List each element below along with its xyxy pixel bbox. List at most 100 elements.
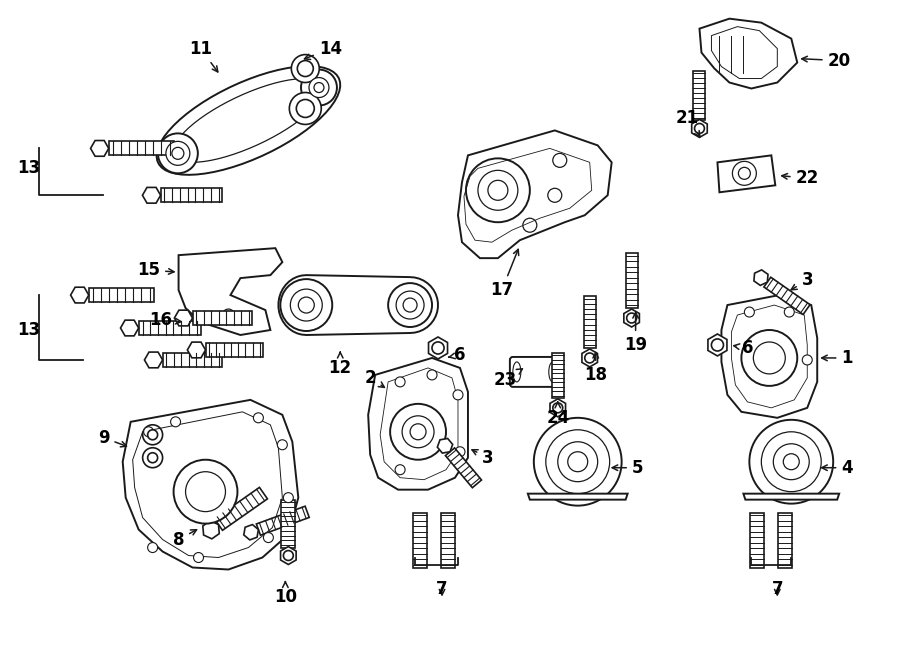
Circle shape [284,492,293,502]
Polygon shape [582,349,598,367]
Polygon shape [692,120,707,137]
Polygon shape [437,438,453,453]
Polygon shape [122,400,298,570]
Polygon shape [139,321,201,335]
Circle shape [750,420,833,504]
Text: 13: 13 [17,159,40,177]
Polygon shape [142,188,160,203]
Text: 24: 24 [546,403,570,427]
Polygon shape [175,310,193,326]
Text: 9: 9 [98,429,127,447]
Text: 13: 13 [17,321,40,339]
Polygon shape [214,487,267,530]
Text: 19: 19 [624,313,647,354]
Circle shape [568,451,588,472]
Circle shape [548,188,562,202]
Circle shape [148,543,157,553]
Circle shape [545,430,609,494]
Circle shape [171,417,181,427]
Circle shape [744,307,754,317]
Polygon shape [109,141,174,155]
Circle shape [773,444,809,480]
Circle shape [427,370,437,380]
Polygon shape [764,277,810,315]
Text: 21: 21 [676,110,700,137]
Ellipse shape [513,362,521,382]
Polygon shape [193,311,252,325]
Text: 7: 7 [436,580,448,598]
Polygon shape [754,270,768,286]
Circle shape [761,432,821,492]
Circle shape [626,313,636,323]
Circle shape [148,430,157,440]
Circle shape [534,418,622,506]
Polygon shape [441,513,455,568]
Circle shape [466,159,530,222]
Polygon shape [160,188,222,202]
Circle shape [523,218,536,232]
Polygon shape [157,66,340,175]
Polygon shape [91,141,109,156]
Polygon shape [624,309,639,327]
Circle shape [553,153,567,167]
Polygon shape [626,253,637,308]
Circle shape [281,279,332,331]
Polygon shape [205,343,264,357]
Polygon shape [163,353,222,367]
Polygon shape [717,155,775,192]
Circle shape [802,355,812,365]
Circle shape [296,100,314,118]
Circle shape [402,416,434,447]
Text: 15: 15 [137,261,174,279]
Circle shape [395,465,405,475]
Polygon shape [244,525,258,540]
Polygon shape [743,494,839,500]
Circle shape [297,61,313,77]
Ellipse shape [549,362,557,382]
Text: 12: 12 [328,352,352,377]
Polygon shape [722,295,817,418]
Circle shape [396,291,424,319]
Circle shape [453,390,463,400]
Text: 8: 8 [173,529,196,549]
Text: 11: 11 [189,40,218,72]
Circle shape [488,180,508,200]
Polygon shape [778,513,792,568]
Text: 2: 2 [364,369,384,387]
Polygon shape [202,521,220,539]
Circle shape [185,472,226,512]
Polygon shape [89,288,154,302]
Circle shape [277,440,287,449]
Text: 6: 6 [734,339,753,357]
Circle shape [783,453,799,470]
Circle shape [388,283,432,327]
Polygon shape [368,358,468,490]
Circle shape [455,447,465,457]
Circle shape [142,447,163,468]
Polygon shape [527,494,627,500]
Circle shape [222,309,235,321]
Polygon shape [178,248,283,335]
Text: 10: 10 [274,582,297,606]
Text: 17: 17 [491,249,518,299]
Circle shape [585,353,595,363]
Text: 23: 23 [493,369,523,389]
Circle shape [753,342,786,374]
Circle shape [292,55,320,83]
Circle shape [172,147,184,159]
Polygon shape [446,448,482,488]
FancyBboxPatch shape [510,357,560,387]
Circle shape [174,460,238,524]
Polygon shape [413,513,427,568]
Text: 22: 22 [782,169,819,187]
Polygon shape [699,19,797,89]
Circle shape [291,289,322,321]
Circle shape [432,342,444,354]
Circle shape [148,453,157,463]
Circle shape [403,298,417,312]
Polygon shape [552,353,563,398]
Text: 6: 6 [448,346,465,364]
Circle shape [194,553,203,563]
Polygon shape [306,291,410,319]
Polygon shape [281,547,296,564]
